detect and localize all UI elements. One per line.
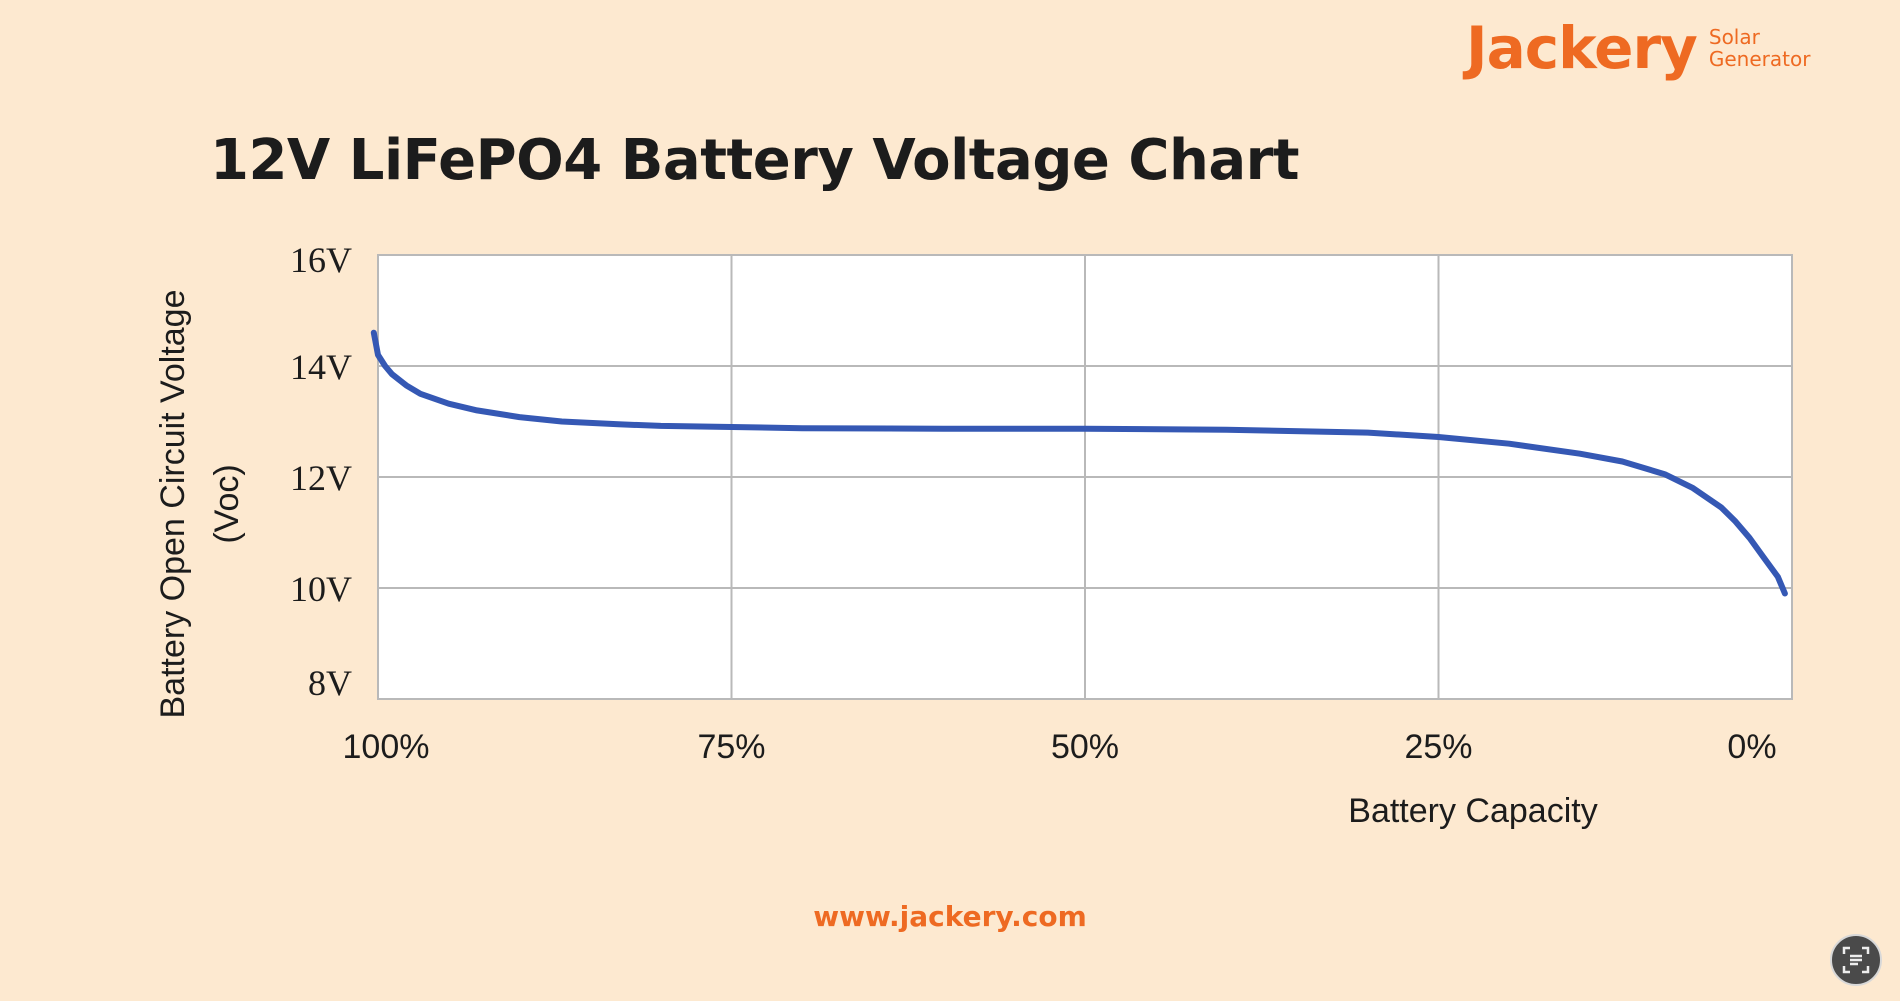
scan-text-icon — [1842, 946, 1870, 974]
x-tick-label: 75% — [697, 728, 765, 766]
brand-tagline-line1: Solar — [1708, 25, 1760, 49]
x-axis-label: Battery Capacity — [1348, 792, 1597, 830]
footer-url[interactable]: www.jackery.com — [813, 900, 1087, 933]
x-tick-label: 100% — [343, 728, 430, 766]
y-axis-label-line1: Battery Open Circuit Voltage — [154, 289, 192, 718]
voltage-curve — [370, 329, 1788, 597]
y-tick-labels: 16V 14V 12V 10V 8V — [290, 240, 352, 703]
chart-title: 12V LiFePO4 Battery Voltage Chart — [210, 128, 1300, 193]
y-tick-label: 16V — [290, 240, 352, 280]
x-tick-label: 0% — [1727, 728, 1776, 766]
brand-name: Jackery — [1466, 14, 1698, 82]
x-tick-label: 25% — [1404, 728, 1472, 766]
y-tick-label: 14V — [290, 347, 352, 387]
y-tick-label: 10V — [290, 569, 352, 609]
brand-tagline-line2: Generator — [1708, 47, 1811, 71]
y-tick-label: 8V — [308, 663, 352, 703]
x-tick-labels: 100% 75% 50% 25% 0% — [343, 728, 1777, 766]
brand-logo: Jackery Solar Generator — [1466, 14, 1810, 82]
y-tick-label: 12V — [290, 458, 352, 498]
brand-tagline: Solar Generator — [1709, 26, 1811, 70]
x-tick-label: 50% — [1051, 728, 1119, 766]
y-axis-label-line2: (Voc) — [208, 464, 246, 543]
scan-button[interactable] — [1830, 934, 1882, 986]
grid-lines — [377, 254, 1793, 700]
